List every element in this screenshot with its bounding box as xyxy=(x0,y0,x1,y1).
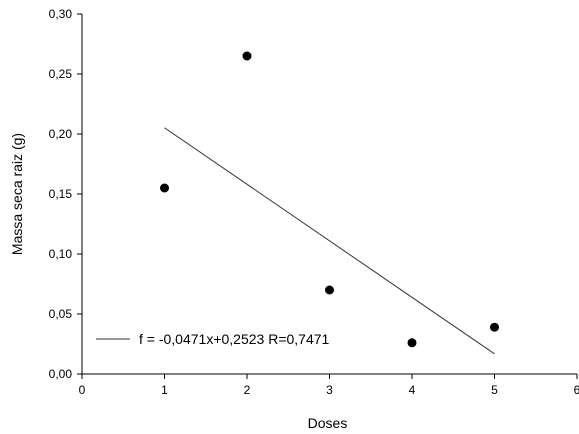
x-tick-label: 6 xyxy=(574,383,579,397)
x-tick-label: 5 xyxy=(491,383,498,397)
x-ticks: 0 1 2 3 4 5 6 xyxy=(79,374,579,397)
data-points xyxy=(160,51,499,348)
x-tick-label: 3 xyxy=(326,383,333,397)
y-ticks: 0,00 0,05 0,10 0,15 0,20 0,25 0,30 xyxy=(49,7,82,381)
x-tick-label: 4 xyxy=(409,383,416,397)
data-point xyxy=(325,285,334,295)
regression-line xyxy=(164,127,495,355)
axes xyxy=(81,14,577,375)
y-tick-label: 0,25 xyxy=(49,67,73,81)
data-point xyxy=(407,338,417,348)
y-tick-label: 0,00 xyxy=(49,367,73,381)
data-point xyxy=(160,183,169,193)
y-axis-title: Massa seca raiz (g) xyxy=(9,133,25,255)
data-point xyxy=(242,51,252,61)
x-axis-title: Doses xyxy=(308,415,348,431)
x-tick-label: 2 xyxy=(244,383,251,397)
y-tick-label: 0,10 xyxy=(49,247,73,261)
x-tick-label: 0 xyxy=(79,383,86,397)
legend-label: f = -0,0471x+0,2523 R=0,7471 xyxy=(139,331,330,347)
y-tick-label: 0,20 xyxy=(49,127,73,141)
y-tick-label: 0,05 xyxy=(49,307,73,321)
legend: f = -0,0471x+0,2523 R=0,7471 xyxy=(96,331,330,347)
data-point xyxy=(490,322,499,332)
y-tick-label: 0,15 xyxy=(49,187,73,201)
y-tick-label: 0,30 xyxy=(49,7,73,21)
x-tick-label: 1 xyxy=(161,383,168,397)
